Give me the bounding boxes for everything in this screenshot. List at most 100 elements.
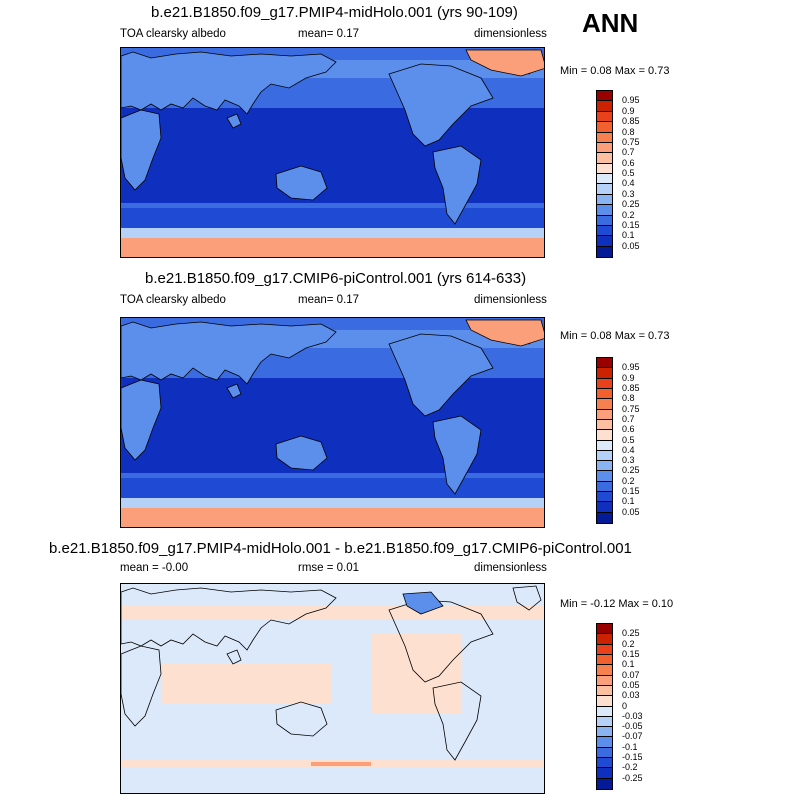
colorbar-tick-label: 0.7 [622, 413, 635, 424]
continent-outline [275, 165, 328, 201]
panel-1-map [120, 47, 545, 258]
colorbar-swatch [597, 624, 612, 635]
continent-outline [121, 379, 162, 461]
colorbar-swatch [597, 225, 612, 237]
colorbar-swatch [597, 246, 612, 257]
colorbar-tick-label: 0.2 [622, 638, 635, 649]
panel-2-minmax: Min = 0.08 Max = 0.73 [560, 330, 670, 342]
panel-3-units-label: dimensionless [474, 562, 547, 574]
continent-outline [226, 113, 242, 129]
colorbar-swatch [597, 174, 612, 185]
continent-outline [432, 415, 482, 495]
colorbar-swatch [597, 184, 612, 195]
colorbar-swatch [597, 471, 612, 482]
season-label: ANN [582, 8, 639, 38]
colorbar-tick-label: 0.07 [622, 669, 640, 680]
continent-outline [121, 321, 337, 385]
colorbar-tick-label: 0.05 [622, 506, 640, 517]
colorbar-tick-label: -0.1 [622, 741, 638, 752]
panel-1-title: b.e21.B1850.f09_g17.PMIP4-midHolo.001 (y… [151, 4, 518, 21]
colorbar-tick-label: 0.1 [622, 496, 635, 507]
ocean-southern-band [121, 478, 544, 498]
colorbar-tick-label: 0.1 [622, 230, 635, 241]
colorbar-swatch [597, 727, 612, 738]
panel-3-map-svg [121, 584, 544, 793]
colorbar-swatch [597, 440, 612, 451]
panel-2-units-label: dimensionless [474, 294, 547, 306]
continent-outline [121, 109, 162, 191]
colorbar-tick-label: 0.75 [622, 403, 640, 414]
colorbar-swatch [597, 737, 612, 748]
colorbar-swatch [597, 492, 612, 503]
colorbar-swatch [597, 685, 612, 697]
ocean-tropical-band [121, 108, 544, 203]
colorbar-swatch [597, 644, 612, 655]
colorbar-swatch [597, 768, 612, 779]
colorbar-swatch [597, 378, 612, 389]
colorbar-tick-label: -0.25 [622, 772, 643, 783]
colorbar-swatch [597, 696, 612, 707]
panel-2-variable-label: TOA clearsky albedo [120, 294, 226, 306]
difference-southern-peak [311, 762, 371, 766]
continent-outline [388, 333, 494, 417]
colorbar-tick-label: -0.03 [622, 710, 643, 721]
colorbar-swatch [597, 388, 612, 400]
colorbar-tick-label: 0.1 [622, 659, 635, 670]
colorbar-swatch [597, 368, 612, 379]
colorbar-swatch [597, 111, 612, 123]
colorbar-tick-label: 0.8 [622, 126, 635, 137]
continent-outline [512, 585, 542, 611]
panel-3-minmax: Min = -0.12 Max = 0.10 [560, 598, 674, 610]
colorbar-tick-label: 0.4 [622, 178, 635, 189]
colorbar-tick-label: 0.5 [622, 168, 635, 178]
colorbar-tick-label: 0 [622, 700, 628, 711]
colorbar-tick-label: 0.4 [622, 444, 635, 455]
panel-3-mean-label: mean = -0.00 [120, 562, 189, 574]
colorbar-tick-label: 0.3 [622, 455, 635, 466]
continent-outline [226, 383, 242, 399]
colorbar-tick-label: 0.15 [622, 219, 640, 230]
colorbar-swatch [597, 358, 612, 369]
colorbar-tick-label: -0.05 [622, 721, 643, 732]
colorbar-tick-label: 0.3 [622, 188, 635, 199]
colorbar-swatch [597, 419, 612, 431]
colorbar-swatch [597, 142, 612, 154]
colorbar-swatch [597, 194, 612, 206]
panel-2-map [120, 317, 545, 528]
continent-outline [275, 701, 328, 737]
colorbar-tick-label: 0.2 [622, 209, 635, 220]
antarctica-band [121, 508, 544, 527]
greenland-outline [465, 319, 544, 347]
colorbar-swatch [597, 512, 612, 523]
colorbar-tick-label: 0.2 [622, 475, 635, 486]
colorbar-swatch [597, 236, 612, 247]
greenland-outline [465, 49, 544, 77]
colorbar-tick-label: 0.75 [622, 136, 640, 147]
colorbar-swatch [597, 409, 612, 420]
panel-2-map-svg [121, 318, 544, 527]
panel-1-units-label: dimensionless [474, 28, 547, 40]
continent-outline [432, 145, 482, 225]
panel-3-title: b.e21.B1850.f09_g17.PMIP4-midHolo.001 - … [49, 540, 632, 557]
colorbar-swatch [597, 502, 612, 513]
colorbar-swatch [597, 163, 612, 174]
ocean-southern-band [121, 208, 544, 228]
continent-outline [121, 645, 162, 727]
colorbar-swatch [597, 399, 612, 410]
colorbar-tick-label: 0.05 [622, 679, 640, 690]
colorbar-tick-label: 0.15 [622, 486, 640, 497]
colorbar-tick-label: 0.85 [622, 116, 640, 127]
colorbar-swatch [597, 747, 612, 759]
colorbar-tick-label: 0.5 [622, 434, 635, 445]
colorbar-swatch [597, 153, 612, 164]
colorbar-swatch [597, 215, 612, 226]
panel-3-colorbar [596, 623, 613, 790]
colorbar-tick-label: 0.05 [622, 240, 640, 251]
colorbar-swatch [597, 481, 612, 493]
colorbar-swatch [597, 430, 612, 441]
colorbar-tick-label: 0.15 [622, 648, 640, 659]
colorbar-swatch [597, 122, 612, 133]
difference-tropical-positive-area [161, 664, 331, 704]
continent-outline [121, 51, 337, 115]
colorbar-swatch [597, 778, 612, 789]
